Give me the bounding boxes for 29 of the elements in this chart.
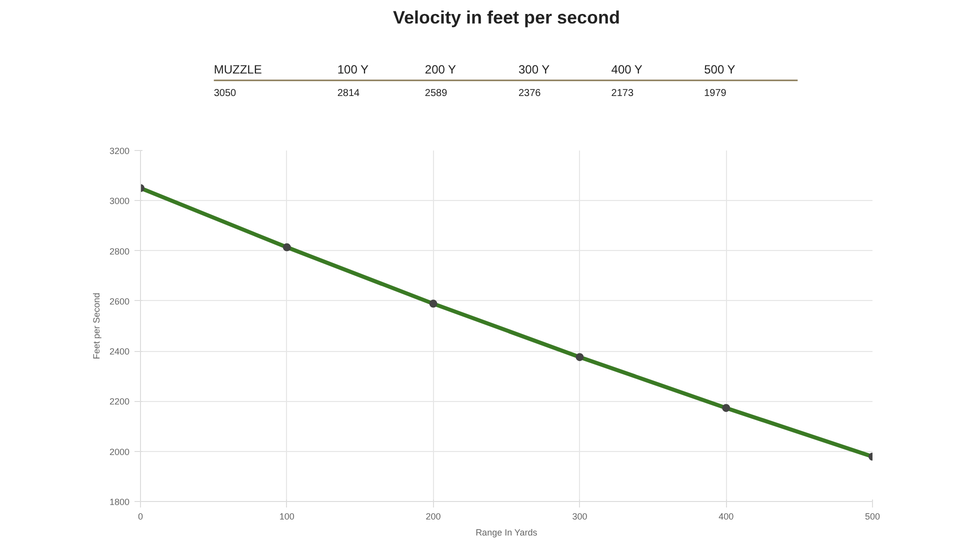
chart-title: Velocity in feet per second bbox=[392, 8, 620, 28]
text: 200 Y bbox=[424, 62, 456, 77]
text: 2589 bbox=[424, 88, 448, 100]
text: 2814 bbox=[337, 88, 360, 100]
text: 300 Y bbox=[518, 62, 550, 77]
text: MUZZLE bbox=[214, 62, 262, 77]
y-tick-label: 3200 bbox=[109, 146, 130, 156]
text: 1979 bbox=[704, 88, 727, 100]
y-tick-label: 1800 bbox=[109, 497, 130, 507]
text: 2376 bbox=[518, 88, 542, 100]
y-tick-label: 3000 bbox=[109, 196, 130, 206]
text: 3050 bbox=[214, 88, 237, 100]
x-tick-label: 0 bbox=[138, 512, 144, 522]
x-tick-label: 200 bbox=[426, 512, 441, 522]
x-tick-label: 100 bbox=[279, 512, 294, 522]
y-tick-label: 2800 bbox=[109, 246, 130, 256]
y-axis-title: Feet per Second bbox=[91, 292, 102, 360]
x-tick-label: 400 bbox=[718, 512, 734, 522]
x-axis-title: Range In Yards bbox=[476, 528, 538, 538]
y-tick-label: 2600 bbox=[109, 296, 130, 306]
x-tick-label: 300 bbox=[572, 512, 588, 522]
x-tick-label: 500 bbox=[864, 512, 880, 522]
text: 500 Y bbox=[704, 62, 736, 77]
text: 2173 bbox=[611, 88, 634, 100]
y-tick-label: 2000 bbox=[109, 446, 130, 457]
y-tick-label: 2400 bbox=[109, 346, 130, 357]
text: 400 Y bbox=[611, 62, 642, 77]
y-tick-label: 2200 bbox=[109, 396, 130, 407]
text: 100 Y bbox=[337, 62, 369, 77]
